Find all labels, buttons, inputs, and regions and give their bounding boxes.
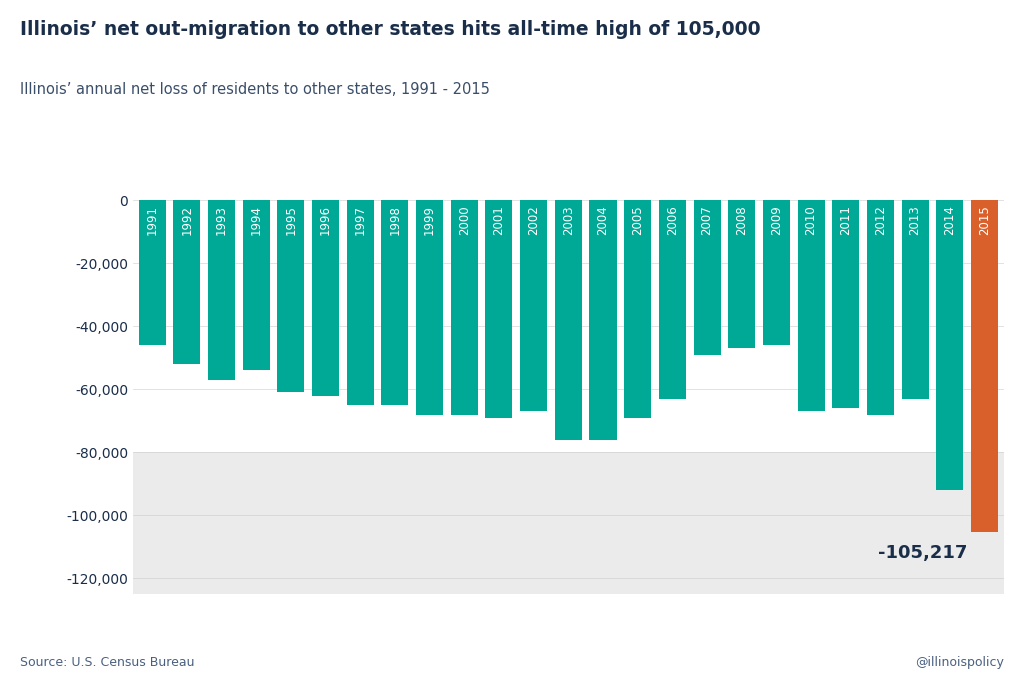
Bar (173, 200, 201, 364)
Bar (243, 200, 269, 370)
Text: Source: U.S. Census Bureau: Source: U.S. Census Bureau (20, 656, 195, 669)
Text: -105,217: -105,217 (878, 544, 967, 562)
Bar (658, 200, 686, 399)
Text: 1996: 1996 (319, 205, 332, 235)
Bar (347, 200, 374, 405)
Text: 2011: 2011 (840, 205, 852, 235)
Text: 1999: 1999 (423, 205, 436, 235)
Text: 2005: 2005 (631, 205, 644, 234)
Text: 2003: 2003 (562, 205, 574, 234)
Bar (833, 200, 859, 408)
Text: Illinois’ net out-migration to other states hits all-time high of 105,000: Illinois’ net out-migration to other sta… (20, 20, 761, 40)
Bar (867, 200, 894, 415)
Text: @illinoispolicy: @illinoispolicy (914, 656, 1004, 669)
Text: 1993: 1993 (215, 205, 228, 235)
Text: 2013: 2013 (908, 205, 922, 235)
Text: 2004: 2004 (597, 205, 609, 235)
Text: 2015: 2015 (978, 205, 991, 235)
Text: Illinois’ annual net loss of residents to other states, 1991 - 2015: Illinois’ annual net loss of residents t… (20, 82, 490, 97)
Text: 2006: 2006 (666, 205, 679, 235)
Bar (451, 200, 478, 415)
Bar (728, 200, 756, 348)
Text: 2014: 2014 (943, 205, 956, 235)
Text: 2002: 2002 (527, 205, 540, 235)
Bar (936, 200, 964, 490)
Text: 2009: 2009 (770, 205, 783, 235)
Bar (278, 200, 304, 393)
Bar (555, 200, 582, 440)
Text: 2012: 2012 (873, 205, 887, 235)
Bar (133, 452, 1004, 594)
Text: 2008: 2008 (735, 205, 749, 234)
Bar (381, 200, 409, 405)
Text: 1994: 1994 (250, 205, 263, 235)
Text: 1995: 1995 (285, 205, 297, 235)
Bar (693, 200, 721, 354)
Bar (763, 200, 790, 345)
Bar (590, 200, 616, 440)
Text: 1992: 1992 (180, 205, 194, 235)
Text: 1997: 1997 (353, 205, 367, 235)
Bar (485, 200, 512, 418)
Bar (416, 200, 443, 415)
Text: 2010: 2010 (805, 205, 817, 235)
Bar (208, 200, 236, 380)
Text: 1998: 1998 (388, 205, 401, 235)
Bar (138, 200, 166, 345)
Bar (625, 200, 651, 418)
Text: 2000: 2000 (458, 205, 471, 234)
Text: 1991: 1991 (145, 205, 159, 235)
Text: 2001: 2001 (493, 205, 506, 235)
Bar (520, 200, 547, 411)
Text: 2007: 2007 (700, 205, 714, 235)
Bar (971, 200, 998, 532)
Bar (312, 200, 339, 395)
Bar (901, 200, 929, 399)
Bar (798, 200, 824, 411)
